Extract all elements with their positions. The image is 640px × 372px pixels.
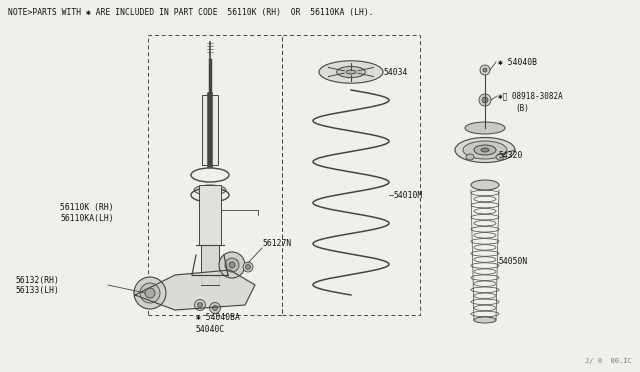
Text: ✱ 54040B: ✱ 54040B <box>498 58 537 67</box>
Circle shape <box>198 302 202 308</box>
Circle shape <box>482 97 488 103</box>
Text: 56110KA(LH): 56110KA(LH) <box>60 214 114 222</box>
Text: 54320: 54320 <box>499 151 524 160</box>
Bar <box>201 245 219 285</box>
Circle shape <box>479 94 491 106</box>
Ellipse shape <box>337 66 365 78</box>
Text: 56132(RH): 56132(RH) <box>15 276 59 285</box>
Text: 56133(LH): 56133(LH) <box>15 286 59 295</box>
Text: (B): (B) <box>515 103 529 112</box>
Circle shape <box>230 256 234 260</box>
Ellipse shape <box>346 70 356 74</box>
Ellipse shape <box>471 180 499 190</box>
Circle shape <box>219 252 245 278</box>
Text: 54050N: 54050N <box>499 257 528 266</box>
Bar <box>282 35 420 315</box>
Ellipse shape <box>496 154 504 160</box>
Circle shape <box>246 264 250 269</box>
Bar <box>202 95 218 165</box>
Text: NOTE>PARTS WITH ✱ ARE INCLUDED IN PART CODE  56110K (RH)  OR  56110KA (LH).: NOTE>PARTS WITH ✱ ARE INCLUDED IN PART C… <box>8 8 374 17</box>
Circle shape <box>480 65 490 75</box>
Text: ✱ 54040BA: ✱ 54040BA <box>196 314 240 323</box>
Bar <box>199 185 221 245</box>
Text: 54040C: 54040C <box>196 326 225 334</box>
Ellipse shape <box>481 148 489 152</box>
Circle shape <box>483 68 487 72</box>
Circle shape <box>229 262 235 268</box>
Ellipse shape <box>455 138 515 163</box>
Ellipse shape <box>474 145 496 155</box>
Text: J/ 0  00.IC: J/ 0 00.IC <box>585 358 632 364</box>
Text: ✱Ⓝ 08918-3082A: ✱Ⓝ 08918-3082A <box>498 92 563 100</box>
Polygon shape <box>135 270 255 310</box>
Circle shape <box>209 302 221 314</box>
Circle shape <box>243 262 253 272</box>
Bar <box>148 35 282 315</box>
Circle shape <box>140 283 160 303</box>
Circle shape <box>225 258 239 272</box>
Ellipse shape <box>194 185 226 195</box>
Circle shape <box>228 254 236 262</box>
Circle shape <box>145 288 155 298</box>
Ellipse shape <box>463 141 507 159</box>
Ellipse shape <box>465 122 505 134</box>
Text: 56110K (RH): 56110K (RH) <box>60 202 114 212</box>
Ellipse shape <box>466 154 474 160</box>
Text: 54010M: 54010M <box>394 190 423 199</box>
Ellipse shape <box>319 61 383 83</box>
Circle shape <box>212 305 218 311</box>
Circle shape <box>195 299 205 311</box>
Ellipse shape <box>474 317 496 323</box>
Text: 56127N: 56127N <box>263 240 292 248</box>
Circle shape <box>134 277 166 309</box>
Text: 54034: 54034 <box>384 67 408 77</box>
